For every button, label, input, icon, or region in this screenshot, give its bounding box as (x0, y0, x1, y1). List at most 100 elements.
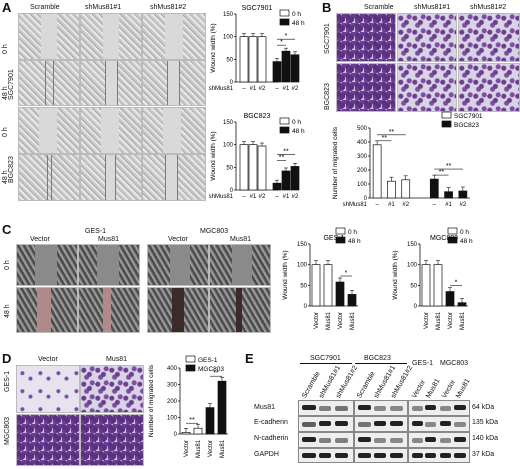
bar (444, 191, 453, 199)
legend-swatch (279, 126, 290, 134)
lane-label: Mus81 (455, 377, 472, 400)
x-tick-label: #1 (388, 202, 395, 208)
chart-title: GES-1 (323, 235, 344, 242)
panel-letter-c: C (2, 222, 12, 237)
blot-strip (354, 400, 408, 416)
bar (445, 291, 455, 307)
micrograph (147, 244, 209, 286)
x-tick-label: #1 (283, 86, 290, 92)
y-tick-label: 400 (357, 140, 368, 146)
bar (281, 170, 291, 191)
y-tick-label: 150 (223, 120, 234, 126)
y-axis-label: Wound width (%) (282, 250, 289, 299)
blot-strip (408, 416, 470, 432)
size-label: 135 kDa (472, 419, 499, 426)
col-label-shmus81-1-b: shMus81#1 (414, 4, 451, 11)
micrograph (80, 414, 144, 466)
bar (272, 61, 282, 83)
significance-label: ** (213, 370, 219, 377)
x-tick-label: Vector (208, 440, 214, 457)
micrograph (142, 60, 206, 106)
legend-label: 48 h (460, 238, 473, 245)
col-group-ges1: GES-1 (85, 228, 107, 235)
micrograph (397, 63, 457, 112)
y-tick-label: 300 (167, 383, 178, 389)
x-tick-label: Vector (314, 312, 320, 329)
col-label-scramble-b: Scramble (364, 4, 394, 11)
x-tick-label: Vector (338, 312, 344, 329)
legend-label: SGC7901 (454, 113, 483, 120)
legend-label: 48 h (348, 238, 361, 245)
micrograph (336, 13, 396, 62)
legend-swatch (335, 236, 346, 244)
x-axis-label: shMus81 (209, 194, 234, 200)
micrograph (16, 414, 80, 466)
y-tick-label: 100 (223, 143, 234, 149)
row-label-mgc803-d: MGC803 (4, 416, 11, 445)
micrograph (18, 154, 80, 201)
x-tick-label: Vector (448, 312, 454, 329)
x-tick-label: #1 (250, 194, 257, 200)
panel-letter-a: A (2, 0, 12, 15)
protein-label-gapdh: GAPDH (254, 451, 279, 458)
x-tick-label: Mus81 (326, 311, 332, 330)
significance-label: ** (279, 154, 285, 161)
x-tick-label: #1 (445, 202, 452, 208)
y-tick-label: 150 (407, 242, 418, 248)
y-tick-label: 100 (167, 416, 178, 422)
x-tick-label: – (275, 86, 279, 92)
y-axis-label: Number of migrated cells (332, 126, 339, 199)
bar (281, 50, 291, 83)
group-bar (300, 363, 352, 364)
blot-strip (354, 416, 408, 432)
legend-swatch (185, 355, 196, 363)
micrograph (142, 107, 206, 154)
significance-label: * (280, 39, 283, 46)
legend-swatch (447, 236, 458, 244)
blot-strip (298, 416, 354, 432)
bar (347, 294, 357, 307)
panel-letter-e: E (245, 351, 254, 366)
protein-label-ecadherin: E-cadherin (254, 419, 288, 426)
x-tick-label: – (275, 194, 279, 200)
legend-swatch (441, 120, 452, 128)
micrograph (16, 365, 80, 413)
x-tick-label: Mus81 (350, 311, 356, 330)
bar (257, 36, 267, 83)
micrograph (16, 287, 78, 333)
micrograph (209, 287, 271, 333)
micrograph (142, 154, 206, 201)
group-label-bgc823: BGC823 (8, 156, 15, 183)
y-tick-label: 0 (304, 304, 308, 310)
x-tick-label: Mus81 (196, 439, 202, 458)
x-tick-label: – (242, 86, 246, 92)
micrograph (458, 13, 520, 62)
col-label-shmus81-1: shMus81#1 (85, 4, 122, 11)
micrograph (18, 13, 80, 60)
legend-swatch (279, 9, 290, 17)
blot-group-bgc823: BGC823 (364, 355, 391, 362)
blot-strip (408, 400, 470, 416)
blot-strip (408, 432, 470, 448)
x-tick-label: Mus81 (220, 439, 226, 458)
blot-strip (354, 432, 408, 448)
y-tick-label: 50 (410, 283, 417, 289)
lane-label: Mus81 (425, 377, 442, 400)
blot-strip (354, 448, 408, 463)
col-label-mus81-d: Mus81 (106, 356, 128, 363)
micrograph (18, 107, 80, 154)
significance-label: ** (382, 135, 388, 142)
panel-letter-d: D (2, 351, 12, 366)
legend-swatch (441, 111, 452, 119)
y-tick-label: 0 (230, 80, 234, 86)
significance-label: * (455, 280, 458, 287)
panel-letter-b: B (322, 0, 332, 15)
micrograph (80, 107, 142, 154)
bar (311, 264, 321, 307)
x-tick-label: #2 (460, 202, 467, 208)
significance-label: ** (189, 417, 195, 424)
chart-b-migration: 0 100 200 300 400 500 Number of migrated cells… (332, 111, 483, 208)
micrograph (80, 13, 142, 60)
legend-label: BGC823 (454, 122, 479, 129)
